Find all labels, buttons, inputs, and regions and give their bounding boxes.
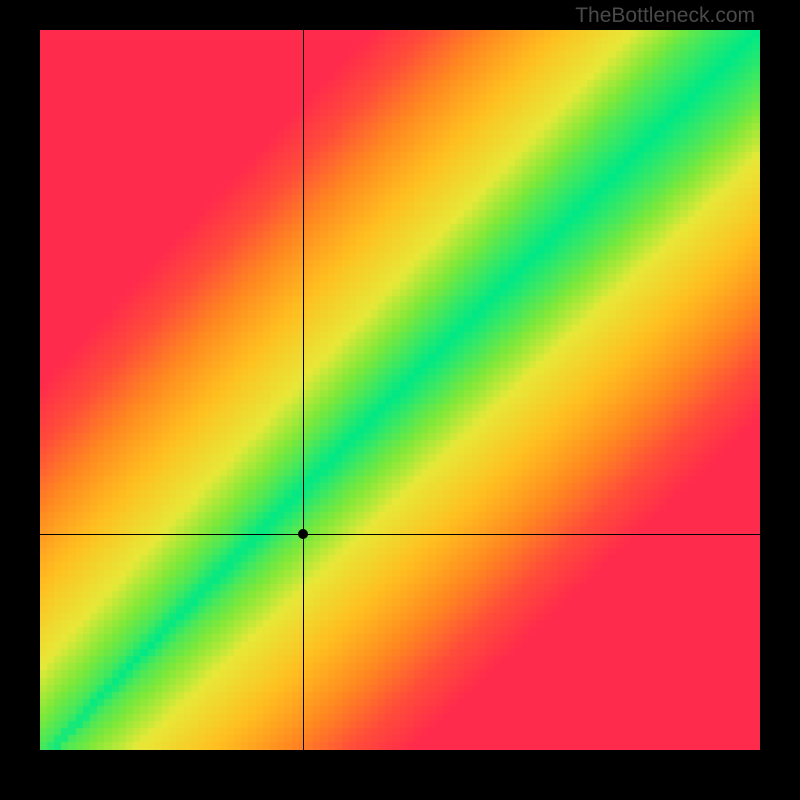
bottleneck-heatmap-canvas (40, 30, 760, 750)
crosshair-marker-dot (298, 529, 308, 539)
watermark-text: TheBottleneck.com (575, 4, 755, 28)
crosshair-vertical-line (303, 30, 304, 750)
crosshair-horizontal-line (40, 534, 760, 535)
plot-area (40, 30, 760, 750)
